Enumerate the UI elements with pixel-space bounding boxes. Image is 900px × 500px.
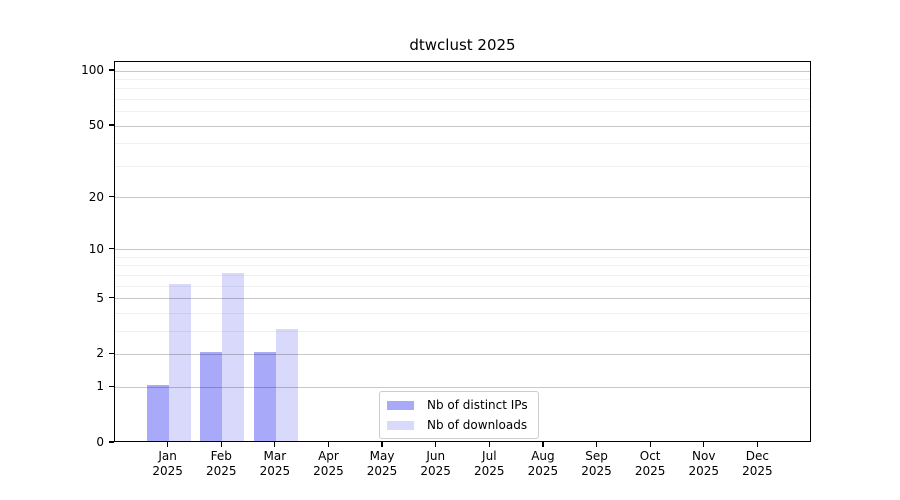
minor-gridline bbox=[115, 265, 810, 267]
legend-label-downloads: Nb of downloads bbox=[427, 418, 528, 432]
x-tick-label: Dec 2025 bbox=[729, 449, 785, 479]
major-gridline bbox=[115, 125, 810, 127]
x-tick-year: 2025 bbox=[634, 464, 666, 478]
x-tick-year: 2025 bbox=[152, 464, 183, 478]
legend-item-downloads: Nb of downloads bbox=[387, 417, 528, 433]
legend-swatch-distinct-ips bbox=[387, 400, 414, 410]
x-tick-label: Jan 2025 bbox=[140, 449, 196, 479]
x-tick bbox=[381, 442, 383, 447]
y-tick bbox=[109, 385, 114, 387]
bar-distinct-ips-jan bbox=[146, 385, 169, 441]
major-gridline bbox=[115, 298, 810, 300]
minor-gridline bbox=[115, 274, 810, 276]
x-tick bbox=[274, 442, 276, 447]
legend-swatch-downloads bbox=[387, 420, 414, 430]
minor-gridline bbox=[115, 98, 810, 100]
x-tick bbox=[595, 442, 598, 447]
legend-label-distinct-ips: Nb of distinct IPs bbox=[427, 398, 528, 412]
x-tick bbox=[649, 442, 651, 447]
x-tick-label: Nov 2025 bbox=[676, 449, 732, 479]
x-tick-year: 2025 bbox=[742, 464, 773, 478]
x-tick-label: Oct 2025 bbox=[622, 449, 678, 479]
x-tick-year: 2025 bbox=[688, 464, 720, 478]
x-tick-label: Jun 2025 bbox=[408, 449, 464, 479]
x-tick bbox=[327, 442, 330, 447]
x-tick bbox=[488, 442, 490, 447]
legend: Nb of distinct IPs Nb of downloads bbox=[379, 391, 539, 439]
x-tick-label: Mar 2025 bbox=[247, 449, 303, 479]
x-tick-year: 2025 bbox=[581, 464, 612, 478]
major-gridline bbox=[115, 197, 810, 199]
minor-gridline bbox=[115, 111, 810, 113]
minor-gridline bbox=[115, 256, 810, 258]
x-tick-label: Aug 2025 bbox=[515, 449, 571, 479]
y-tick-label: 20 bbox=[88, 189, 104, 204]
y-tick-label: 0 bbox=[96, 435, 104, 449]
y-tick bbox=[109, 296, 114, 299]
y-tick bbox=[109, 248, 114, 250]
x-tick-year: 2025 bbox=[313, 464, 344, 478]
x-tick-year: 2025 bbox=[420, 464, 451, 478]
y-tick bbox=[109, 124, 114, 126]
major-gridline bbox=[115, 70, 810, 72]
x-tick-label: Sep 2025 bbox=[569, 449, 625, 479]
y-tick-label: 10 bbox=[88, 241, 104, 256]
x-tick bbox=[220, 442, 222, 447]
x-tick-year: 2025 bbox=[474, 464, 505, 478]
major-gridline bbox=[115, 249, 810, 251]
minor-gridline bbox=[115, 330, 810, 332]
major-gridline bbox=[115, 353, 810, 355]
plot-area bbox=[114, 61, 811, 442]
x-tick bbox=[435, 442, 437, 447]
legend-item-distinct-ips: Nb of distinct IPs bbox=[387, 397, 528, 413]
minor-gridline bbox=[115, 312, 810, 314]
x-tick-year: 2025 bbox=[205, 464, 237, 478]
y-tick-label: 100 bbox=[81, 63, 104, 77]
x-tick-year: 2025 bbox=[259, 464, 291, 478]
y-tick-label: 50 bbox=[88, 118, 104, 133]
x-tick-year: 2025 bbox=[527, 464, 559, 478]
bar-distinct-ips-mar bbox=[253, 352, 276, 441]
chart-title: dtwclust 2025 bbox=[409, 36, 516, 54]
y-tick bbox=[109, 441, 114, 443]
x-tick bbox=[542, 442, 544, 447]
y-tick bbox=[109, 195, 114, 198]
bar-downloads-jan bbox=[168, 284, 191, 441]
x-tick bbox=[703, 442, 705, 447]
major-gridline bbox=[115, 386, 810, 388]
y-tick-label: 1 bbox=[96, 379, 104, 394]
y-tick bbox=[109, 352, 114, 355]
x-tick-year: 2025 bbox=[366, 464, 398, 478]
minor-gridline bbox=[115, 165, 810, 167]
bar-downloads-feb bbox=[222, 273, 245, 441]
minor-gridline bbox=[115, 78, 810, 80]
minor-gridline bbox=[115, 88, 810, 90]
bar-downloads-mar bbox=[275, 329, 298, 441]
x-tick-label: Feb 2025 bbox=[193, 449, 249, 479]
y-tick-label: 5 bbox=[96, 290, 104, 305]
x-tick-label: Apr 2025 bbox=[300, 449, 356, 479]
bar-distinct-ips-feb bbox=[200, 352, 223, 441]
y-tick bbox=[109, 69, 114, 71]
x-tick-label: Jul 2025 bbox=[461, 449, 517, 479]
x-tick bbox=[167, 442, 169, 447]
y-tick-label: 2 bbox=[96, 346, 104, 361]
x-tick bbox=[756, 442, 758, 447]
x-tick-label: May 2025 bbox=[354, 449, 410, 479]
minor-gridline bbox=[115, 143, 810, 145]
minor-gridline bbox=[115, 285, 810, 287]
